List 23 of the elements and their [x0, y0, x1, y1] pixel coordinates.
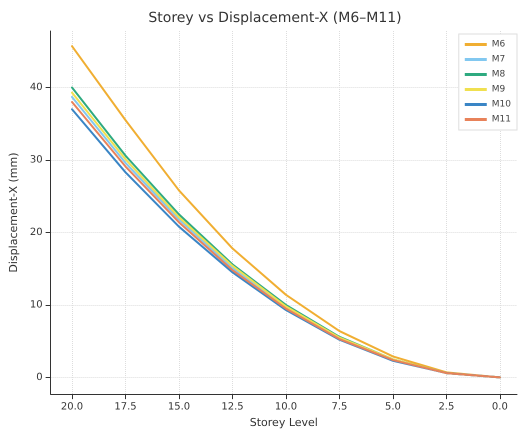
- y-tick-label: 40: [30, 82, 43, 94]
- chart-title: Storey vs Displacement-X (M6–M11): [148, 10, 402, 26]
- x-tick-label: 0.0: [492, 402, 508, 413]
- y-tick-label: 20: [30, 226, 43, 238]
- legend-label: M9: [492, 84, 506, 94]
- legend-label: M10: [492, 100, 512, 110]
- x-tick-label: 20.0: [60, 402, 84, 413]
- x-tick-label: 2.5: [438, 402, 454, 413]
- x-axis-title: Storey Level: [250, 416, 318, 429]
- x-tick-label: 5.0: [384, 402, 401, 413]
- x-tick-label: 17.5: [114, 402, 137, 413]
- y-tick-label: 0: [36, 372, 43, 383]
- x-tick-label: 10.0: [274, 402, 298, 413]
- legend-label: M7: [492, 54, 506, 64]
- x-tick-label: 12.5: [221, 402, 244, 413]
- x-tick-label: 7.5: [331, 402, 348, 413]
- y-tick-label: 30: [30, 154, 43, 166]
- y-tick-label: 10: [30, 299, 43, 310]
- y-axis-title: Displacement-X (mm): [7, 152, 20, 273]
- legend-label: M8: [492, 70, 506, 80]
- legend-label: M11: [492, 114, 511, 124]
- x-tick-label: 15.0: [168, 402, 190, 413]
- legend-label: M6: [492, 40, 506, 50]
